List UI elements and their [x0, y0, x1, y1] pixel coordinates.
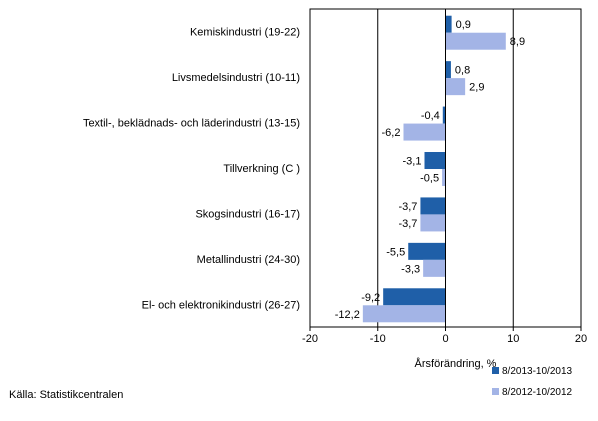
data-label: 0,9	[456, 19, 471, 31]
legend: 8/2013-10/2013 8/2012-10/2012	[492, 366, 573, 398]
data-label: -3,7	[398, 201, 417, 213]
source-note: Källa: Statistikcentralen	[9, 389, 124, 401]
category-label: El- och elektronikindustri (26-27)	[142, 299, 300, 311]
legend-label: 8/2013-10/2013	[502, 366, 573, 377]
bar	[423, 259, 446, 277]
data-label: -3,3	[401, 263, 420, 275]
data-label: 0,8	[455, 65, 470, 77]
legend-swatch	[492, 388, 499, 395]
category-labels: Kemiskindustri (19-22) Livsmedelsindustri…	[83, 27, 300, 312]
data-label: -5,5	[386, 246, 405, 258]
x-tick-label: 0	[442, 333, 448, 345]
x-tick-label: 10	[507, 333, 519, 345]
data-label: -12,2	[335, 309, 360, 321]
x-tick-label: -20	[302, 333, 318, 345]
x-axis-label: Årsförändring, %	[415, 357, 497, 370]
bar	[362, 305, 446, 323]
data-label: 2,9	[469, 82, 484, 94]
bar	[424, 152, 446, 169]
legend-label: 8/2012-10/2012	[502, 387, 573, 398]
data-label: -0,5	[420, 173, 439, 185]
bar	[442, 169, 446, 186]
bar	[403, 123, 446, 141]
data-label: -0,4	[421, 110, 440, 122]
bar	[420, 197, 446, 215]
bars	[362, 9, 506, 327]
bar	[408, 242, 446, 260]
category-label: Livsmedelsindustri (10-11)	[172, 72, 300, 84]
bar	[445, 78, 466, 96]
category-label: Metallindustri (24-30)	[197, 254, 300, 266]
data-label: -6,2	[382, 127, 401, 139]
category-label: Skogsindustri (16-17)	[195, 208, 300, 220]
legend-swatch	[492, 367, 499, 374]
category-label: Textil-, beklädnads- och läderindustri (…	[83, 118, 300, 130]
category-label: Tillverkning (C )	[223, 163, 300, 175]
bar	[420, 214, 446, 232]
bar	[445, 32, 506, 50]
bar	[445, 61, 451, 79]
data-label: -3,7	[398, 218, 417, 230]
bar	[445, 15, 452, 33]
bar	[383, 288, 446, 306]
category-label: Kemiskindustri (19-22)	[190, 27, 300, 39]
data-labels: 0,9 8,9 0,8 2,9 -0,4 -6,2 -3,1 -0,5 -3,7 -3,7 -5,5…	[335, 19, 525, 321]
x-tick-label: 20	[575, 333, 587, 345]
x-axis: -20 -10 0 10 20 Årsförändring, %	[302, 327, 587, 370]
bar	[442, 106, 446, 124]
data-label: 8,9	[510, 36, 525, 48]
data-label: -3,1	[403, 156, 422, 168]
data-label: -9,2	[361, 292, 380, 304]
x-tick-label: -10	[370, 333, 386, 345]
